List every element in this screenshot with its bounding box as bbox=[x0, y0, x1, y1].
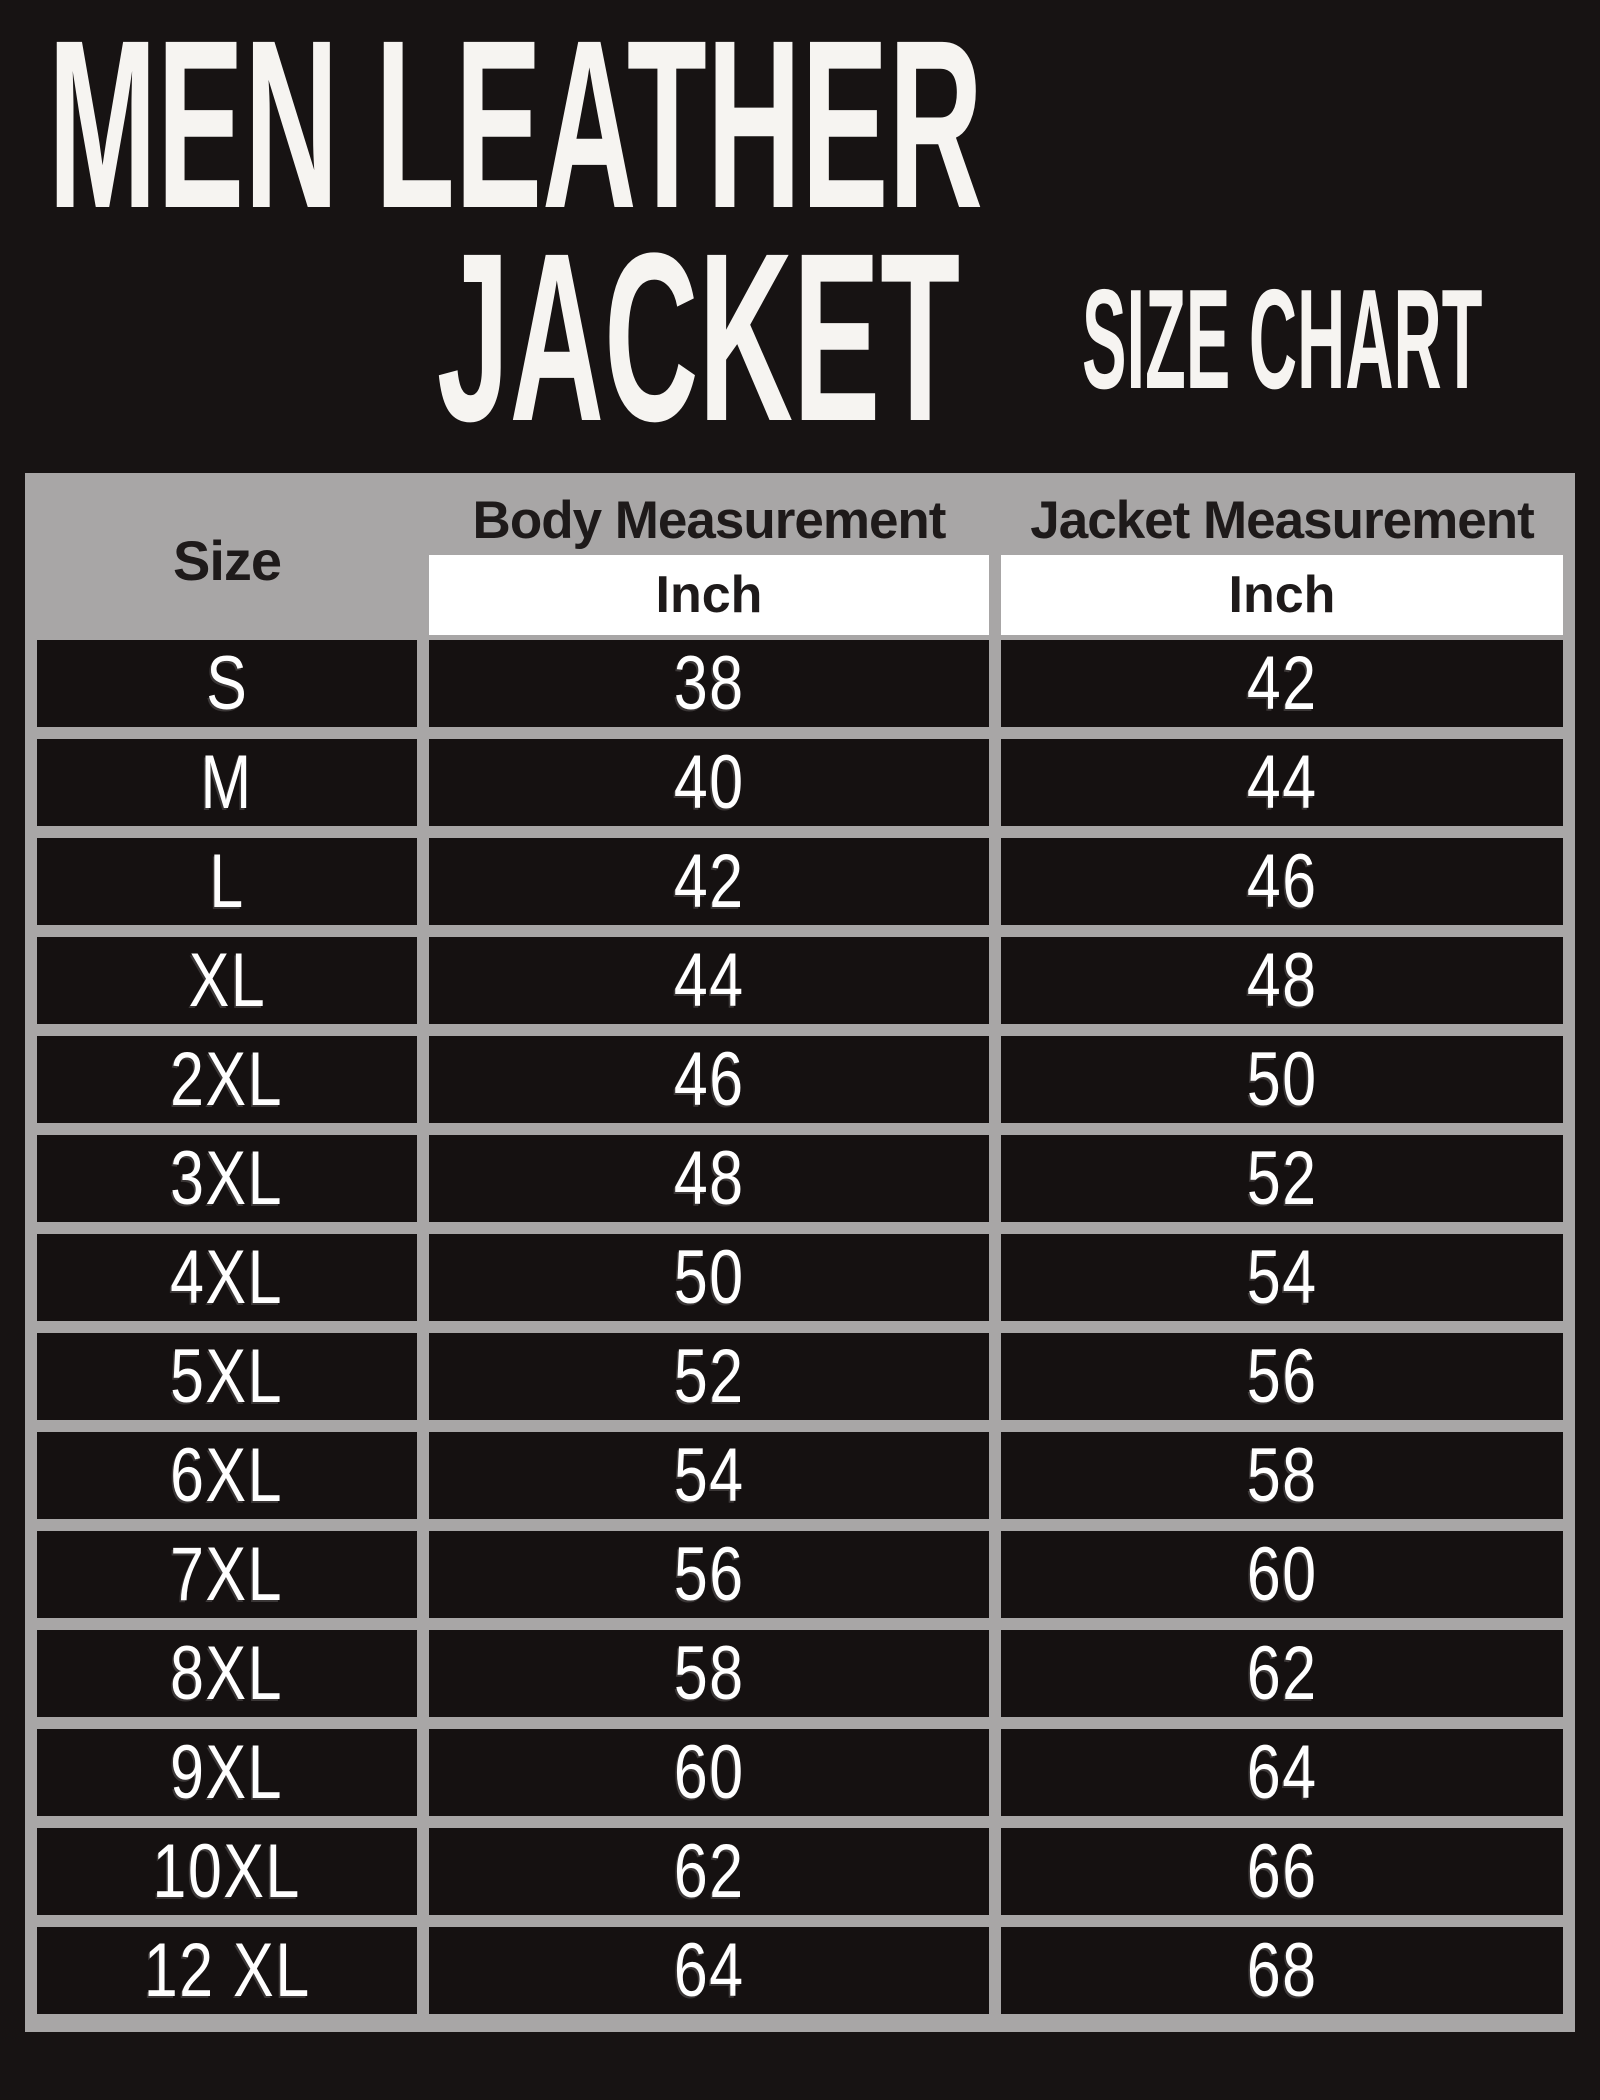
size-chart-table: Size Body Measurement Inch Jacket Measur… bbox=[25, 473, 1575, 2032]
body-measurement-cell: 46 bbox=[429, 1036, 989, 1123]
table-body: S 38 42 M 40 44 L 42 46 XL 44 48 2XL 46 … bbox=[37, 640, 1563, 2014]
body-measurement-cell: 60 bbox=[429, 1729, 989, 1816]
body-measurement-cell: 50 bbox=[429, 1234, 989, 1321]
body-measurement-cell: 44 bbox=[429, 937, 989, 1024]
size-cell: 12 XL bbox=[37, 1927, 417, 2014]
jacket-measurement-cell: 62 bbox=[1001, 1630, 1563, 1717]
size-cell: 4XL bbox=[37, 1234, 417, 1321]
body-measurement-cell: 48 bbox=[429, 1135, 989, 1222]
unit-header-body-inch: Inch bbox=[429, 555, 989, 635]
jacket-measurement-cell: 64 bbox=[1001, 1729, 1563, 1816]
page-title-line2: JACKET bbox=[436, 203, 961, 471]
unit-header-jacket-inch: Inch bbox=[1001, 555, 1563, 635]
body-measurement-cell: 40 bbox=[429, 739, 989, 826]
page-subtitle: SIZE CHART bbox=[1082, 260, 1483, 419]
jacket-measurement-cell: 46 bbox=[1001, 838, 1563, 925]
page-title-line1: MEN LEATHER bbox=[48, 0, 983, 258]
column-jacket-measurement: Jacket Measurement Inch bbox=[1001, 485, 1563, 635]
size-cell: 3XL bbox=[37, 1135, 417, 1222]
jacket-measurement-cell: 50 bbox=[1001, 1036, 1563, 1123]
body-measurement-cell: 64 bbox=[429, 1927, 989, 2014]
size-cell: 6XL bbox=[37, 1432, 417, 1519]
size-cell: 9XL bbox=[37, 1729, 417, 1816]
size-cell: 2XL bbox=[37, 1036, 417, 1123]
table-header: Size Body Measurement Inch Jacket Measur… bbox=[37, 485, 1563, 635]
jacket-measurement-cell: 54 bbox=[1001, 1234, 1563, 1321]
jacket-measurement-cell: 60 bbox=[1001, 1531, 1563, 1618]
jacket-measurement-cell: 56 bbox=[1001, 1333, 1563, 1420]
body-measurement-cell: 52 bbox=[429, 1333, 989, 1420]
jacket-measurement-cell: 68 bbox=[1001, 1927, 1563, 2014]
body-measurement-cell: 54 bbox=[429, 1432, 989, 1519]
jacket-measurement-cell: 66 bbox=[1001, 1828, 1563, 1915]
size-cell: 5XL bbox=[37, 1333, 417, 1420]
page-title-line2-wrap: JACKET bbox=[0, 217, 960, 457]
jacket-measurement-cell: 52 bbox=[1001, 1135, 1563, 1222]
size-cell: 8XL bbox=[37, 1630, 417, 1717]
size-cell: S bbox=[37, 640, 417, 727]
size-cell: L bbox=[37, 838, 417, 925]
jacket-measurement-cell: 44 bbox=[1001, 739, 1563, 826]
body-measurement-cell: 62 bbox=[429, 1828, 989, 1915]
body-measurement-cell: 42 bbox=[429, 838, 989, 925]
column-header-body-measurement: Body Measurement bbox=[472, 490, 947, 550]
jacket-measurement-cell: 48 bbox=[1001, 937, 1563, 1024]
body-measurement-cell: 58 bbox=[429, 1630, 989, 1717]
size-cell: XL bbox=[37, 937, 417, 1024]
jacket-measurement-cell: 42 bbox=[1001, 640, 1563, 727]
body-measurement-cell: 56 bbox=[429, 1531, 989, 1618]
size-cell: 7XL bbox=[37, 1531, 417, 1618]
body-measurement-cell: 38 bbox=[429, 640, 989, 727]
column-header-jacket-measurement: Jacket Measurement bbox=[1030, 490, 1534, 550]
column-body-measurement: Body Measurement Inch bbox=[429, 485, 989, 635]
column-header-size: Size bbox=[172, 528, 282, 592]
jacket-measurement-cell: 58 bbox=[1001, 1432, 1563, 1519]
size-cell: M bbox=[37, 739, 417, 826]
size-cell: 10XL bbox=[37, 1828, 417, 1915]
